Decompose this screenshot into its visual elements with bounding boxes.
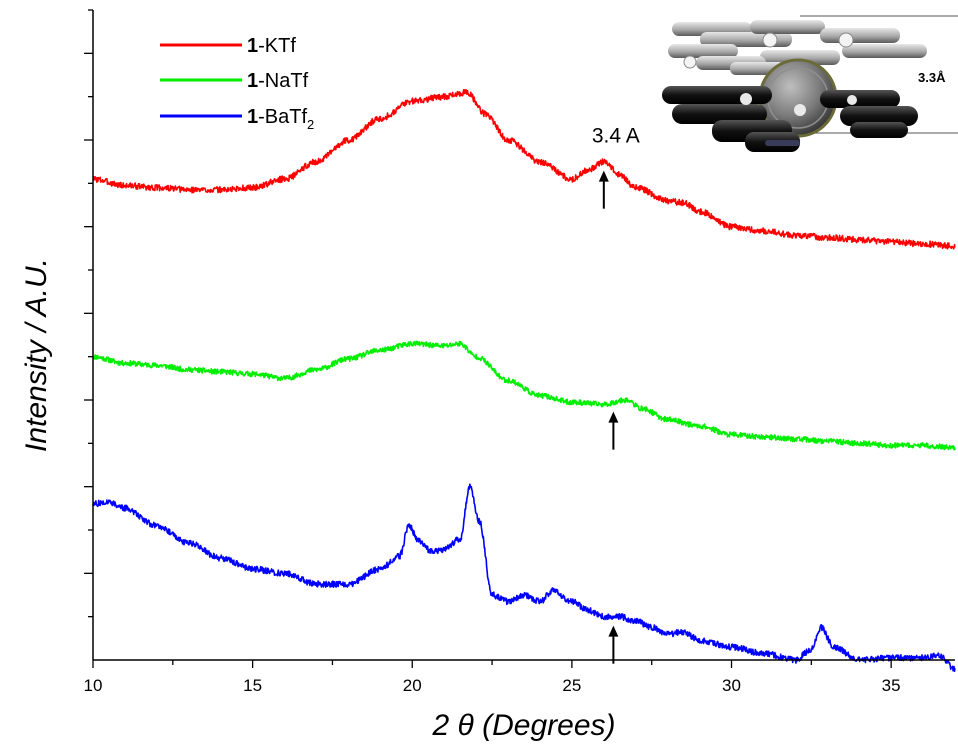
series-line-ktf (92, 89, 956, 250)
series-line-natf (92, 340, 956, 451)
legend-item-ktf: 1-KTf (160, 35, 296, 57)
peak-arrow-natf (608, 411, 619, 450)
legend-item-batf2: 1-BaTf2 (160, 106, 314, 132)
legend-label-ktf: 1-KTf (247, 35, 296, 57)
inset-molecular-structure: 3.3Å (662, 15, 958, 152)
series-layer (92, 89, 956, 672)
legend-label-batf2: 1-BaTf2 (247, 106, 314, 132)
x-tick-label: 10 (84, 676, 103, 695)
peak-arrow-batf2 (608, 625, 619, 664)
legend-item-natf: 1-NaTf (160, 70, 309, 92)
x-axis-title: 2 θ (Degrees) (431, 709, 615, 742)
peak-annotation: 3.4 A (592, 125, 640, 148)
x-tick-label: 30 (722, 676, 741, 695)
legend-label-natf: 1-NaTf (247, 70, 309, 92)
x-tick-label: 25 (562, 676, 581, 695)
x-tick-label: 20 (403, 676, 422, 695)
x-tick-label: 15 (243, 676, 262, 695)
peak-arrow-ktf (598, 170, 609, 209)
x-tick-label: 35 (882, 676, 901, 695)
legend: 1-KTf 1-NaTf 1-BaTf2 (160, 35, 314, 132)
annotations: 3.4 A (592, 125, 640, 664)
y-axis-title: Intensity / A.U. (20, 258, 53, 452)
axes: 10 15 20 25 30 35 (84, 9, 955, 695)
inset-distance-label: 3.3Å (918, 70, 946, 85)
inset-upper-ligand (668, 20, 927, 75)
series-line-batf2 (92, 483, 956, 672)
inset-lower-ligand (662, 86, 918, 152)
